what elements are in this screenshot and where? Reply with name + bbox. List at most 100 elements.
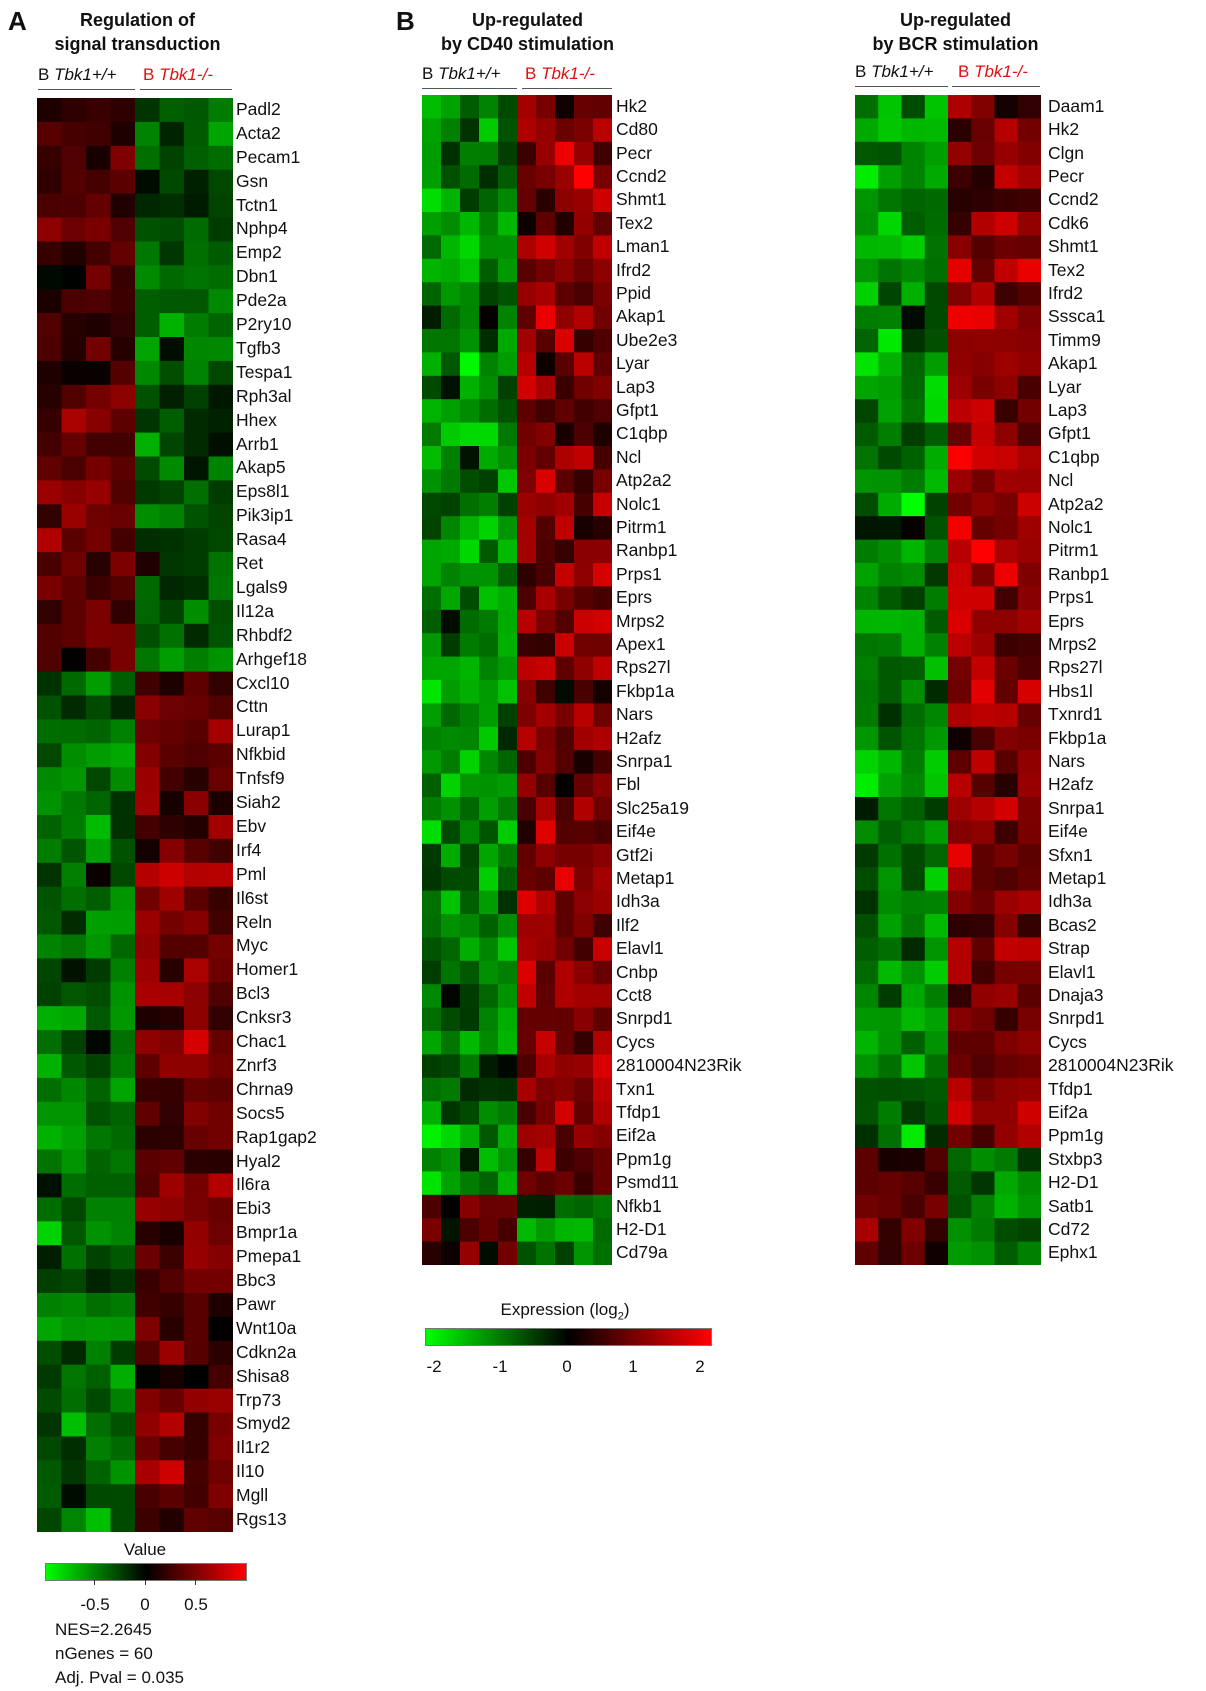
heatmap-cell xyxy=(184,552,209,577)
heatmap-cell xyxy=(971,258,995,283)
heatmap-cell xyxy=(517,329,537,353)
heatmap-cell xyxy=(86,1484,111,1509)
heatmap-cell xyxy=(86,337,111,362)
heatmap-cell xyxy=(878,820,902,845)
heatmap-cell xyxy=(994,984,1019,1008)
heatmap-cell xyxy=(184,504,209,529)
heatmap-cell xyxy=(878,258,902,283)
heatmap-cell xyxy=(593,609,612,634)
gene-label: Eprs xyxy=(1048,610,1084,631)
heatmap-cell xyxy=(110,337,136,362)
heatmap-cell xyxy=(855,1007,879,1032)
heatmap-cell xyxy=(479,95,499,119)
heatmap-cell xyxy=(555,843,575,868)
heatmap-cell xyxy=(555,329,575,353)
heatmap-cell xyxy=(878,305,902,330)
heatmap-cell xyxy=(479,843,499,868)
gene-label: Rph3al xyxy=(236,385,292,406)
heatmap-cell xyxy=(61,1269,87,1294)
heatmap-cell xyxy=(422,680,442,704)
heatmap-cell xyxy=(208,1508,233,1532)
gene-label: Il1r2 xyxy=(236,1437,271,1458)
gene-label: Cttn xyxy=(236,696,269,717)
heatmap-cell xyxy=(61,265,87,290)
gene-label: Cycs xyxy=(1048,1031,1087,1052)
heatmap-cell xyxy=(994,1077,1019,1102)
stat-ngenes: nGenes = 60 xyxy=(55,1644,153,1663)
heatmap-cell xyxy=(948,750,972,774)
heatmap-cell xyxy=(159,504,185,529)
gene-label: Dbn1 xyxy=(236,266,278,287)
heatmap-cell xyxy=(37,432,62,457)
heatmap-cell xyxy=(878,352,902,377)
heatmap-cell xyxy=(86,193,111,218)
heatmap-cell xyxy=(536,1077,556,1102)
heatmap-cell xyxy=(422,586,442,611)
heatmap-cell xyxy=(208,1340,233,1366)
heatmap-cell xyxy=(555,469,575,494)
heatmap-cell xyxy=(971,726,995,751)
heatmap-cell xyxy=(37,1221,62,1246)
heatmap-cell xyxy=(422,797,442,821)
heatmap-cell xyxy=(110,934,136,959)
heatmap-cell xyxy=(994,446,1019,470)
heatmap-cell xyxy=(479,633,499,657)
heatmap-cell xyxy=(159,958,185,983)
heatmap-cell xyxy=(208,838,233,864)
heatmap-cell xyxy=(855,914,879,938)
heatmap-cell xyxy=(37,791,62,816)
heatmap-cell xyxy=(1017,1124,1041,1149)
heatmap-cell xyxy=(574,1148,594,1172)
heatmap-cell xyxy=(948,352,972,377)
heatmap-cell xyxy=(1017,867,1041,891)
heatmap-cell xyxy=(208,1125,233,1150)
heatmap-cell xyxy=(479,656,499,681)
gene-label: Homer1 xyxy=(236,959,299,980)
heatmap-cell xyxy=(536,1007,556,1032)
heatmap-cell xyxy=(479,1077,499,1102)
heatmap-cell xyxy=(878,586,902,611)
heatmap-cell xyxy=(924,399,949,423)
heatmap-cell xyxy=(536,914,556,938)
heatmap-cell xyxy=(37,1054,62,1079)
heatmap-cell xyxy=(994,492,1019,517)
legend-a-tick-label: -0.5 xyxy=(80,1595,110,1614)
heatmap-cell xyxy=(37,337,62,362)
heatmap-cell xyxy=(878,1148,902,1172)
heatmap-cell xyxy=(593,539,612,564)
heatmap-cell xyxy=(460,563,480,587)
heatmap-cell xyxy=(208,671,233,696)
heatmap-cell xyxy=(855,375,879,400)
heatmap-cell xyxy=(574,446,594,470)
heatmap-cell xyxy=(159,767,185,792)
gene-label: Clgn xyxy=(1048,142,1084,163)
legend-a-title: Value xyxy=(123,1540,167,1559)
heatmap-cell xyxy=(924,492,949,517)
heatmap-cell xyxy=(184,1101,209,1127)
gene-label: Akap1 xyxy=(1048,353,1098,374)
heatmap-cell xyxy=(460,141,480,166)
heatmap-cell xyxy=(86,647,111,672)
heatmap-cell xyxy=(208,1030,233,1055)
heatmap-cell xyxy=(37,1077,62,1103)
heatmap-cell xyxy=(159,1436,185,1461)
heatmap-cell xyxy=(994,422,1019,447)
heatmap-cell xyxy=(479,726,499,751)
heatmap-cell xyxy=(574,1007,594,1032)
heatmap-cell xyxy=(61,767,87,792)
gene-label: Fkbp1a xyxy=(616,680,675,701)
heatmap-cell xyxy=(555,797,575,821)
heatmap-cell xyxy=(441,633,461,657)
heatmap-cell xyxy=(110,982,136,1007)
heatmap-cell xyxy=(441,843,461,868)
heatmap-cell xyxy=(536,469,556,494)
heatmap-cell xyxy=(441,563,461,587)
gene-label: Eif4e xyxy=(616,821,656,842)
heatmap-cell xyxy=(517,305,537,330)
panel-letter-b: B xyxy=(396,6,415,36)
heatmap-cell xyxy=(61,384,87,410)
heatmap-cell xyxy=(971,446,995,470)
heatmap-cell xyxy=(184,838,209,864)
heatmap-cell xyxy=(422,446,442,470)
heatmap-cell xyxy=(441,609,461,634)
